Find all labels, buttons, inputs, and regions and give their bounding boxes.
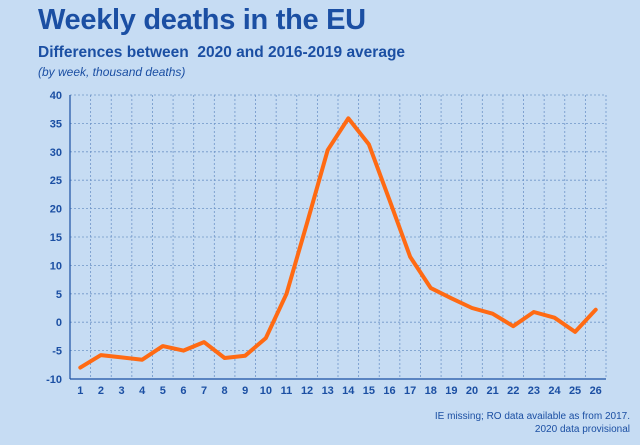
chart-subtitle: Differences between 2020 and 2016-2019 a… — [38, 44, 406, 61]
x-tick-label: 11 — [281, 385, 293, 397]
x-tick-label: 20 — [466, 385, 478, 397]
x-tick-label: 5 — [160, 385, 166, 397]
y-tick-label: 35 — [50, 118, 62, 130]
series-line — [78, 116, 598, 370]
x-tick-label: 10 — [260, 385, 272, 397]
x-tick-label: 21 — [486, 385, 498, 397]
x-tick-label: 26 — [590, 385, 602, 397]
x-tick-label: 8 — [222, 385, 228, 397]
y-tick-label: 40 — [50, 90, 62, 102]
x-tick-label: 3 — [118, 385, 124, 397]
x-tick-label: 4 — [139, 385, 146, 397]
x-tick-labels: 1 2 3 4 5 6 7 8 9 10 11 12 13 14 15 16 17 18 19 20 21 22 23 24 2… — [77, 385, 602, 397]
y-tick-label: 5 — [56, 289, 62, 301]
y-tick-labels: -10 -5 0 5 10 15 20 25 30 35 40 — [46, 90, 62, 386]
x-tick-label: 12 — [301, 385, 313, 397]
x-tick-label: 19 — [445, 385, 457, 397]
grid-lines — [70, 94, 607, 379]
y-tick-label: 10 — [50, 260, 62, 272]
x-tick-label: 15 — [363, 385, 375, 397]
y-tick-label: 20 — [50, 204, 62, 216]
x-tick-label: 7 — [201, 385, 207, 397]
source-note-line-2: 2020 data provisional — [534, 424, 630, 435]
x-tick-label: 14 — [342, 385, 355, 397]
axes — [69, 95, 606, 380]
source-note: IE missing; RO data available as from 20… — [435, 410, 630, 436]
x-tick-label: 2 — [98, 385, 104, 397]
source-note-line-1: IE missing; RO data available as from 20… — [434, 411, 630, 422]
y-tick-label: -5 — [52, 346, 62, 358]
x-tick-label: 6 — [180, 385, 186, 397]
series — [78, 116, 598, 370]
x-tick-label: 17 — [404, 385, 416, 397]
y-tick-label: 25 — [50, 175, 62, 187]
y-tick-label: -10 — [46, 374, 62, 386]
x-tick-label: 9 — [242, 385, 248, 397]
x-tick-label: 24 — [548, 385, 561, 397]
x-tick-label: 16 — [383, 385, 395, 397]
y-tick-label: 30 — [50, 147, 62, 159]
y-tick-label: 0 — [56, 317, 62, 329]
y-tick-label: 15 — [50, 232, 62, 244]
x-tick-label: 1 — [77, 385, 83, 397]
chart-title: Weekly deaths in the EU — [38, 4, 366, 36]
chart-units-note: (by week, thousand deaths) — [38, 65, 186, 79]
x-tick-label: 13 — [322, 385, 334, 397]
x-tick-label: 18 — [425, 385, 437, 397]
x-tick-label: 23 — [528, 385, 540, 397]
x-tick-label: 25 — [569, 385, 581, 397]
x-tick-label: 22 — [507, 385, 519, 397]
